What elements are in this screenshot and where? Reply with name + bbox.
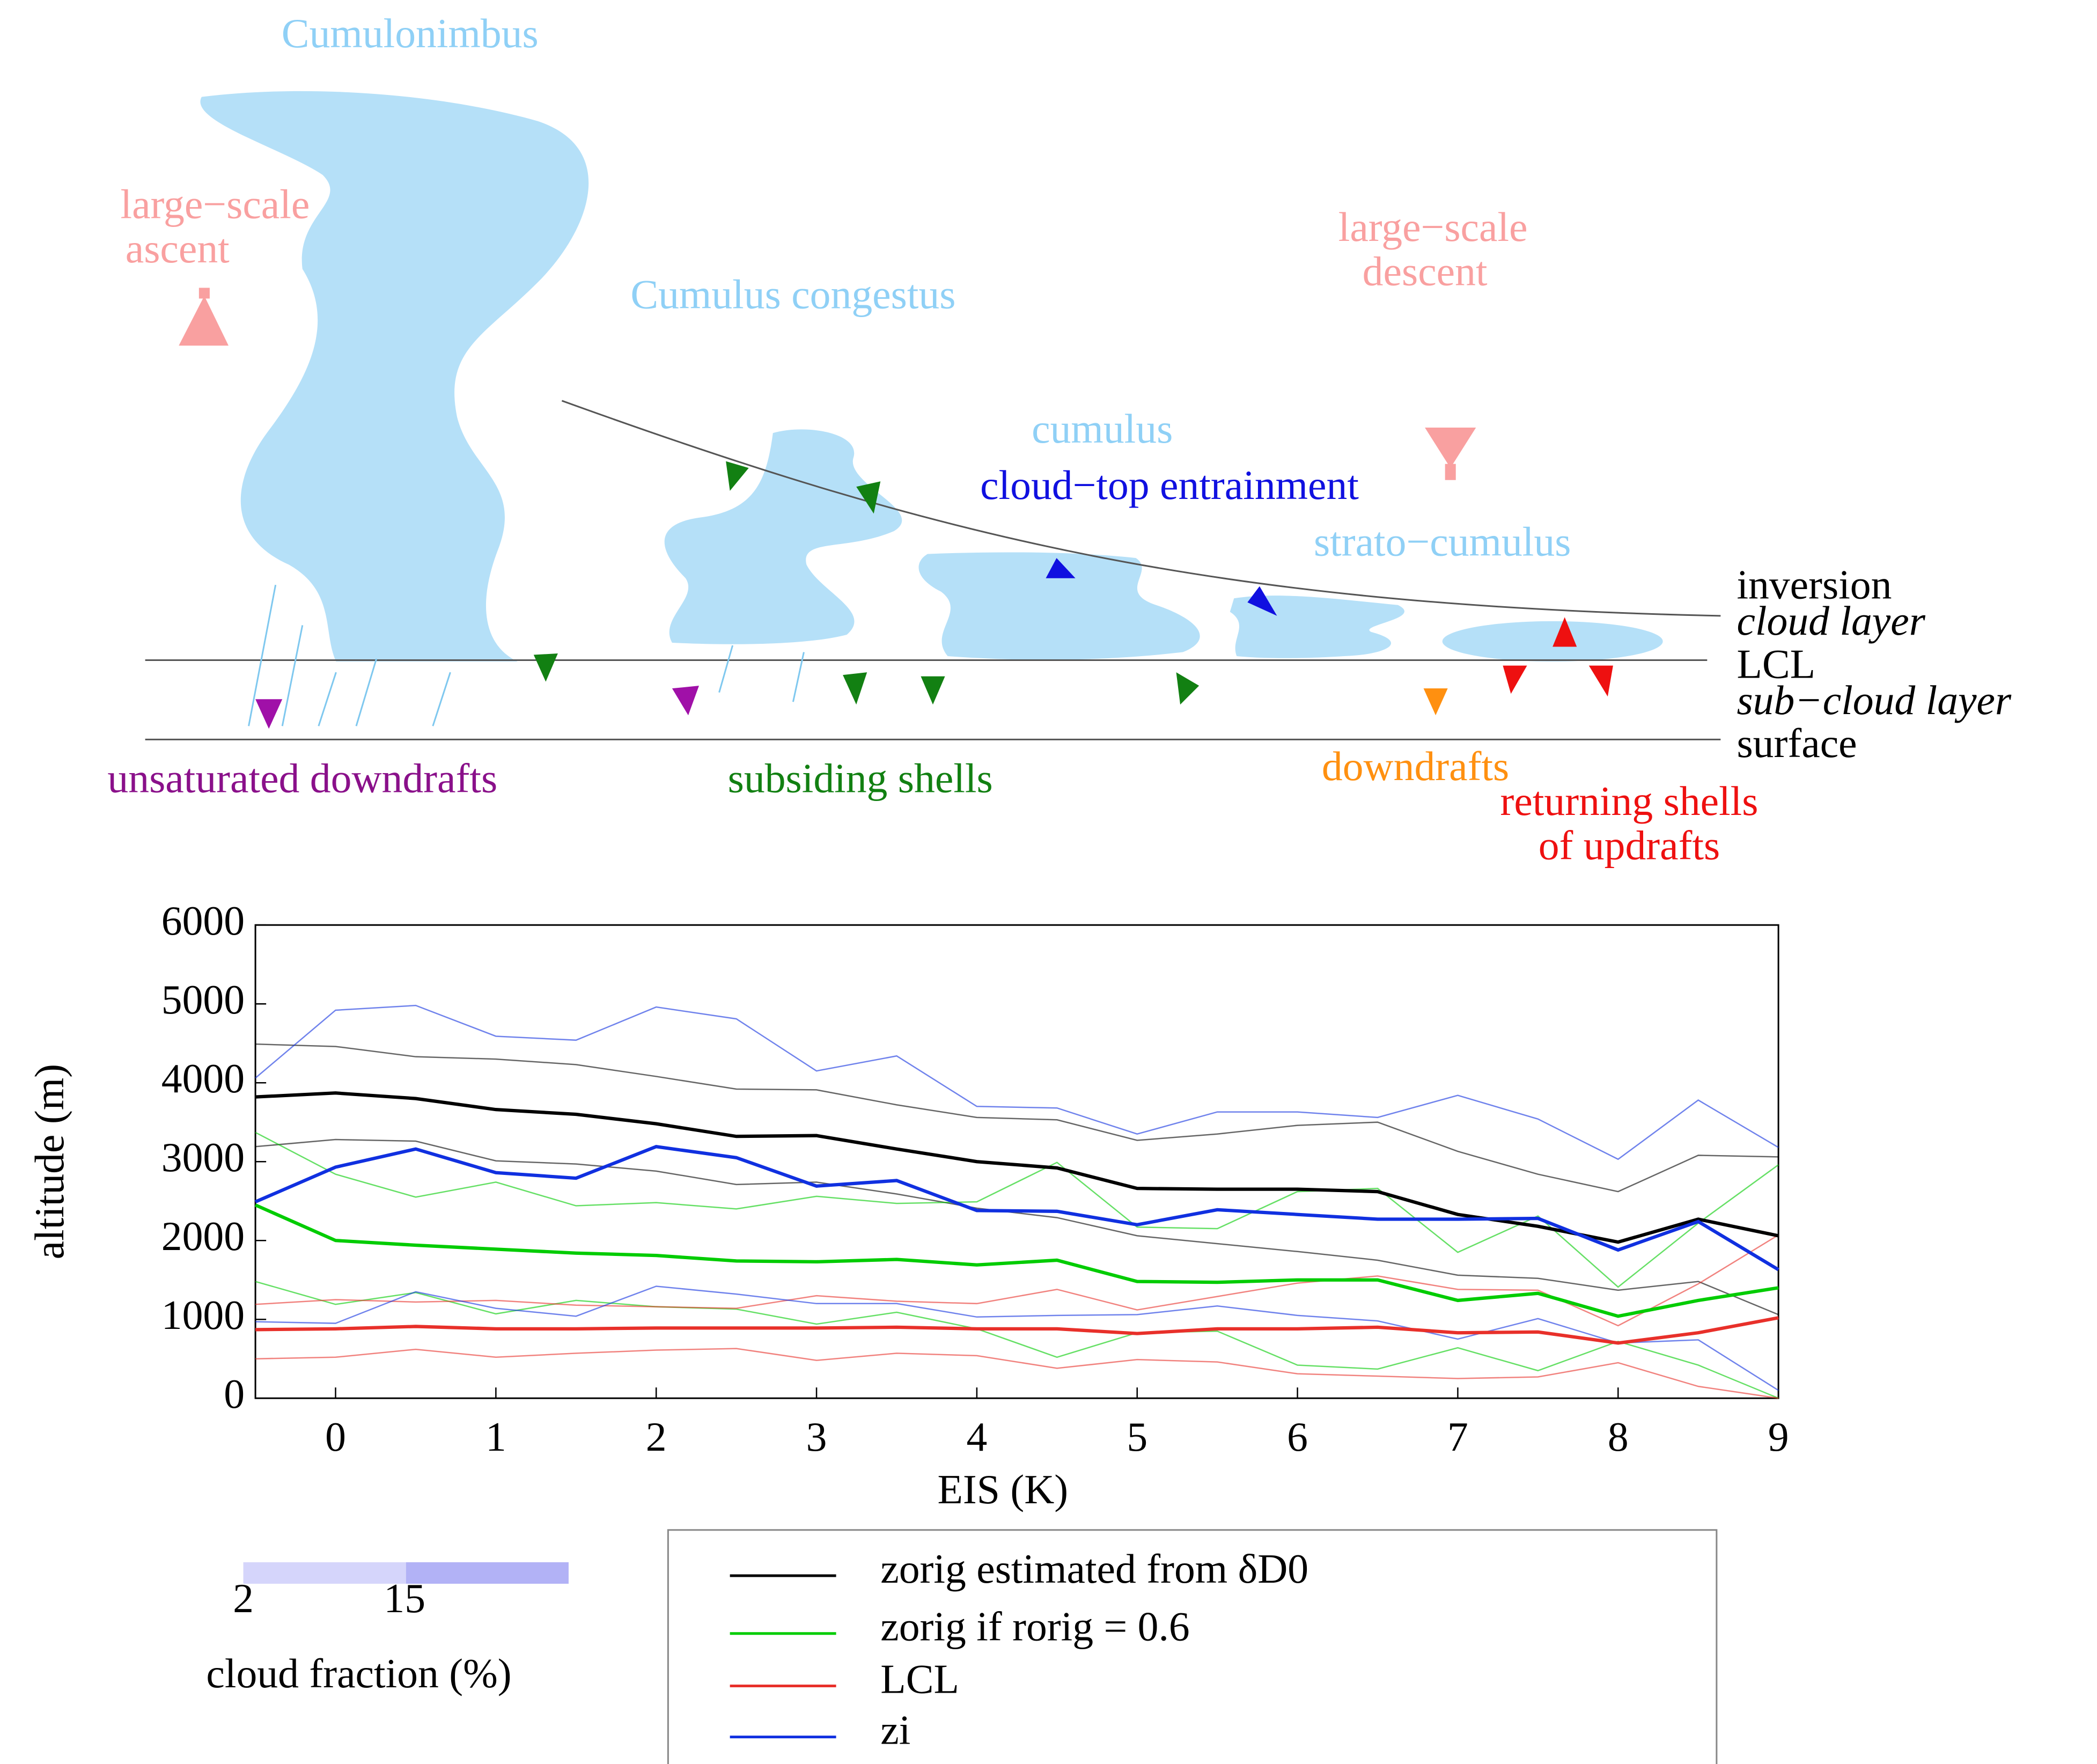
green-arrow: [534, 653, 558, 682]
y-tick-label: 3000: [161, 1134, 245, 1180]
congestus-cloud: [665, 429, 902, 644]
y-axis-label: altitude (m): [26, 1064, 72, 1259]
green-arrow: [1176, 672, 1200, 704]
x-tick-label: 6: [1287, 1414, 1308, 1460]
label: Cumulus congestus: [630, 271, 955, 317]
ascent-arrow: [179, 296, 229, 346]
colorbar-tick-label: 2: [233, 1575, 254, 1621]
red-arrow: [1503, 666, 1527, 694]
green-arrow: [843, 672, 867, 704]
rain-streak: [433, 672, 451, 726]
x-tick-label: 5: [1127, 1414, 1147, 1460]
legend-label: LCL: [880, 1656, 959, 1702]
label: of updrafts: [1539, 822, 1720, 869]
label: strato−cumulus: [1314, 518, 1571, 564]
y-tick-label: 6000: [161, 898, 245, 944]
rain-streak: [356, 659, 377, 726]
cumulonimbus-cloud: [200, 91, 588, 662]
red-arrow: [1589, 666, 1613, 697]
label: sub−cloud layer: [1737, 677, 2012, 723]
rain-streak: [282, 625, 303, 726]
label: returning shells: [1500, 778, 1758, 824]
label: Cumulonimbus: [282, 10, 539, 56]
green-arrow: [726, 461, 749, 491]
band-line: [255, 1282, 1778, 1399]
label: downdrafts: [1322, 743, 1509, 789]
descent-arrow: [1425, 428, 1476, 468]
colorbar-segment: [406, 1562, 569, 1584]
x-tick-label: 2: [646, 1414, 667, 1460]
x-tick-label: 9: [1768, 1414, 1789, 1460]
y-tick-label: 5000: [161, 976, 245, 1023]
purple-arrow: [255, 699, 282, 729]
green-arrow: [921, 677, 945, 705]
orange-arrow: [1424, 688, 1448, 715]
x-tick-label: 1: [485, 1414, 506, 1460]
colorbar-label: cloud fraction (%): [206, 1650, 511, 1696]
label: cloud layer: [1737, 598, 1925, 644]
label: subsiding shells: [728, 755, 993, 801]
rain-streak: [719, 645, 733, 693]
page: {"diagram":{"cumulonimbus":"Cumulonimbus…: [0, 0, 2097, 1764]
diagram: [200, 91, 1662, 662]
purple-arrow: [672, 686, 699, 715]
ascent-stem: [199, 288, 210, 298]
y-tick-label: 4000: [161, 1055, 245, 1101]
x-tick-label: 0: [325, 1414, 346, 1460]
x-tick-label: 7: [1447, 1414, 1468, 1460]
label: ascent: [126, 225, 230, 271]
band-line: [255, 1349, 1778, 1399]
y-tick-label: 1000: [161, 1292, 245, 1338]
y-tick-label: 0: [224, 1371, 245, 1417]
band-line: [255, 1005, 1778, 1159]
label: cloud−top entrainment: [980, 462, 1359, 508]
x-tick-label: 4: [966, 1414, 987, 1460]
label: large−scale: [121, 181, 310, 227]
x-tick-label: 3: [806, 1414, 827, 1460]
colorbar-tick-label: 15: [384, 1575, 425, 1621]
descent-stem: [1445, 464, 1456, 480]
label: surface: [1737, 720, 1857, 766]
rain-streak: [319, 672, 336, 726]
x-tick-label: 8: [1608, 1414, 1629, 1460]
label: descent: [1363, 248, 1488, 295]
label: cumulus: [1032, 406, 1173, 452]
label: unsaturated downdrafts: [107, 755, 497, 801]
stratocumulus-cloud-2: [1443, 621, 1663, 662]
legend-label: zorig if rorig = 0.6: [880, 1604, 1189, 1650]
legend-label: zi: [880, 1707, 910, 1753]
x-axis-label: EIS (K): [937, 1466, 1068, 1512]
legend-label: zorig estimated from δD0: [880, 1546, 1308, 1592]
y-tick-label: 2000: [161, 1213, 245, 1259]
label: large−scale: [1338, 204, 1528, 250]
colorbar-segment: [244, 1562, 406, 1584]
figure: Cumulonimbus Cumulus congestus cumulus s…: [0, 0, 2097, 1764]
